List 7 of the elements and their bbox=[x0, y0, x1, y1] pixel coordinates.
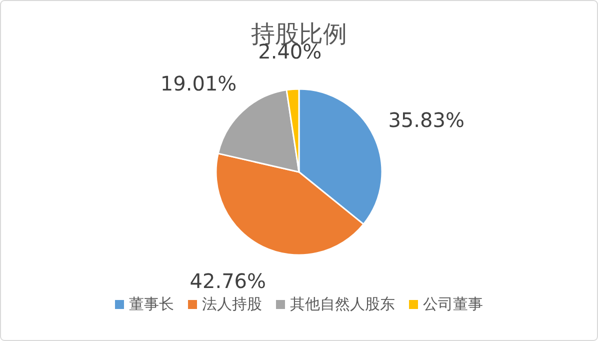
data-label: 42.76% bbox=[190, 268, 266, 293]
legend-label: 公司董事 bbox=[423, 295, 483, 313]
legend-label: 法人持股 bbox=[202, 295, 262, 313]
legend-label: 董事长 bbox=[129, 295, 174, 313]
data-label: 19.01% bbox=[160, 71, 237, 96]
data-label: 35.83% bbox=[388, 108, 464, 132]
legend-label: 其他自然人股东 bbox=[290, 295, 395, 313]
